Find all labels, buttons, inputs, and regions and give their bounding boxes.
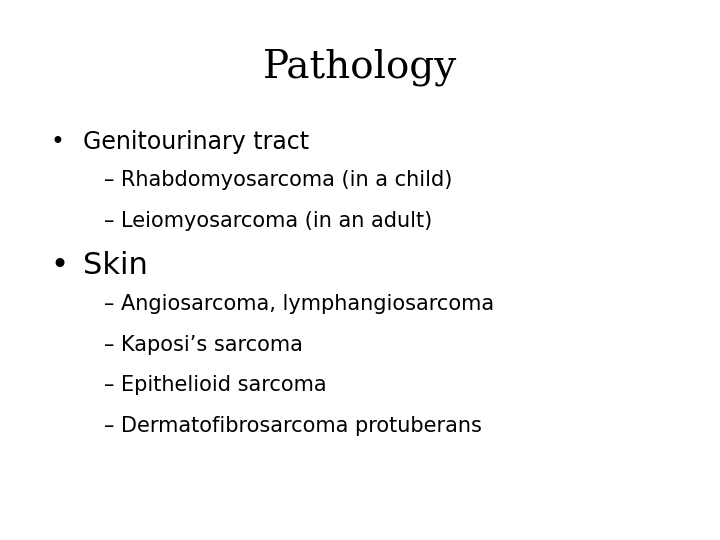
Text: Pathology: Pathology (263, 49, 457, 86)
Text: – Angiosarcoma, lymphangiosarcoma: – Angiosarcoma, lymphangiosarcoma (104, 294, 495, 314)
Text: – Epithelioid sarcoma: – Epithelioid sarcoma (104, 375, 327, 395)
Text: •: • (50, 130, 64, 153)
Text: – Leiomyosarcoma (in an adult): – Leiomyosarcoma (in an adult) (104, 211, 433, 231)
Text: – Dermatofibrosarcoma protuberans: – Dermatofibrosarcoma protuberans (104, 416, 482, 436)
Text: – Kaposi’s sarcoma: – Kaposi’s sarcoma (104, 335, 303, 355)
Text: – Rhabdomyosarcoma (in a child): – Rhabdomyosarcoma (in a child) (104, 170, 453, 190)
Text: Genitourinary tract: Genitourinary tract (83, 130, 309, 153)
Text: •: • (50, 251, 68, 280)
Text: Skin: Skin (83, 251, 148, 280)
